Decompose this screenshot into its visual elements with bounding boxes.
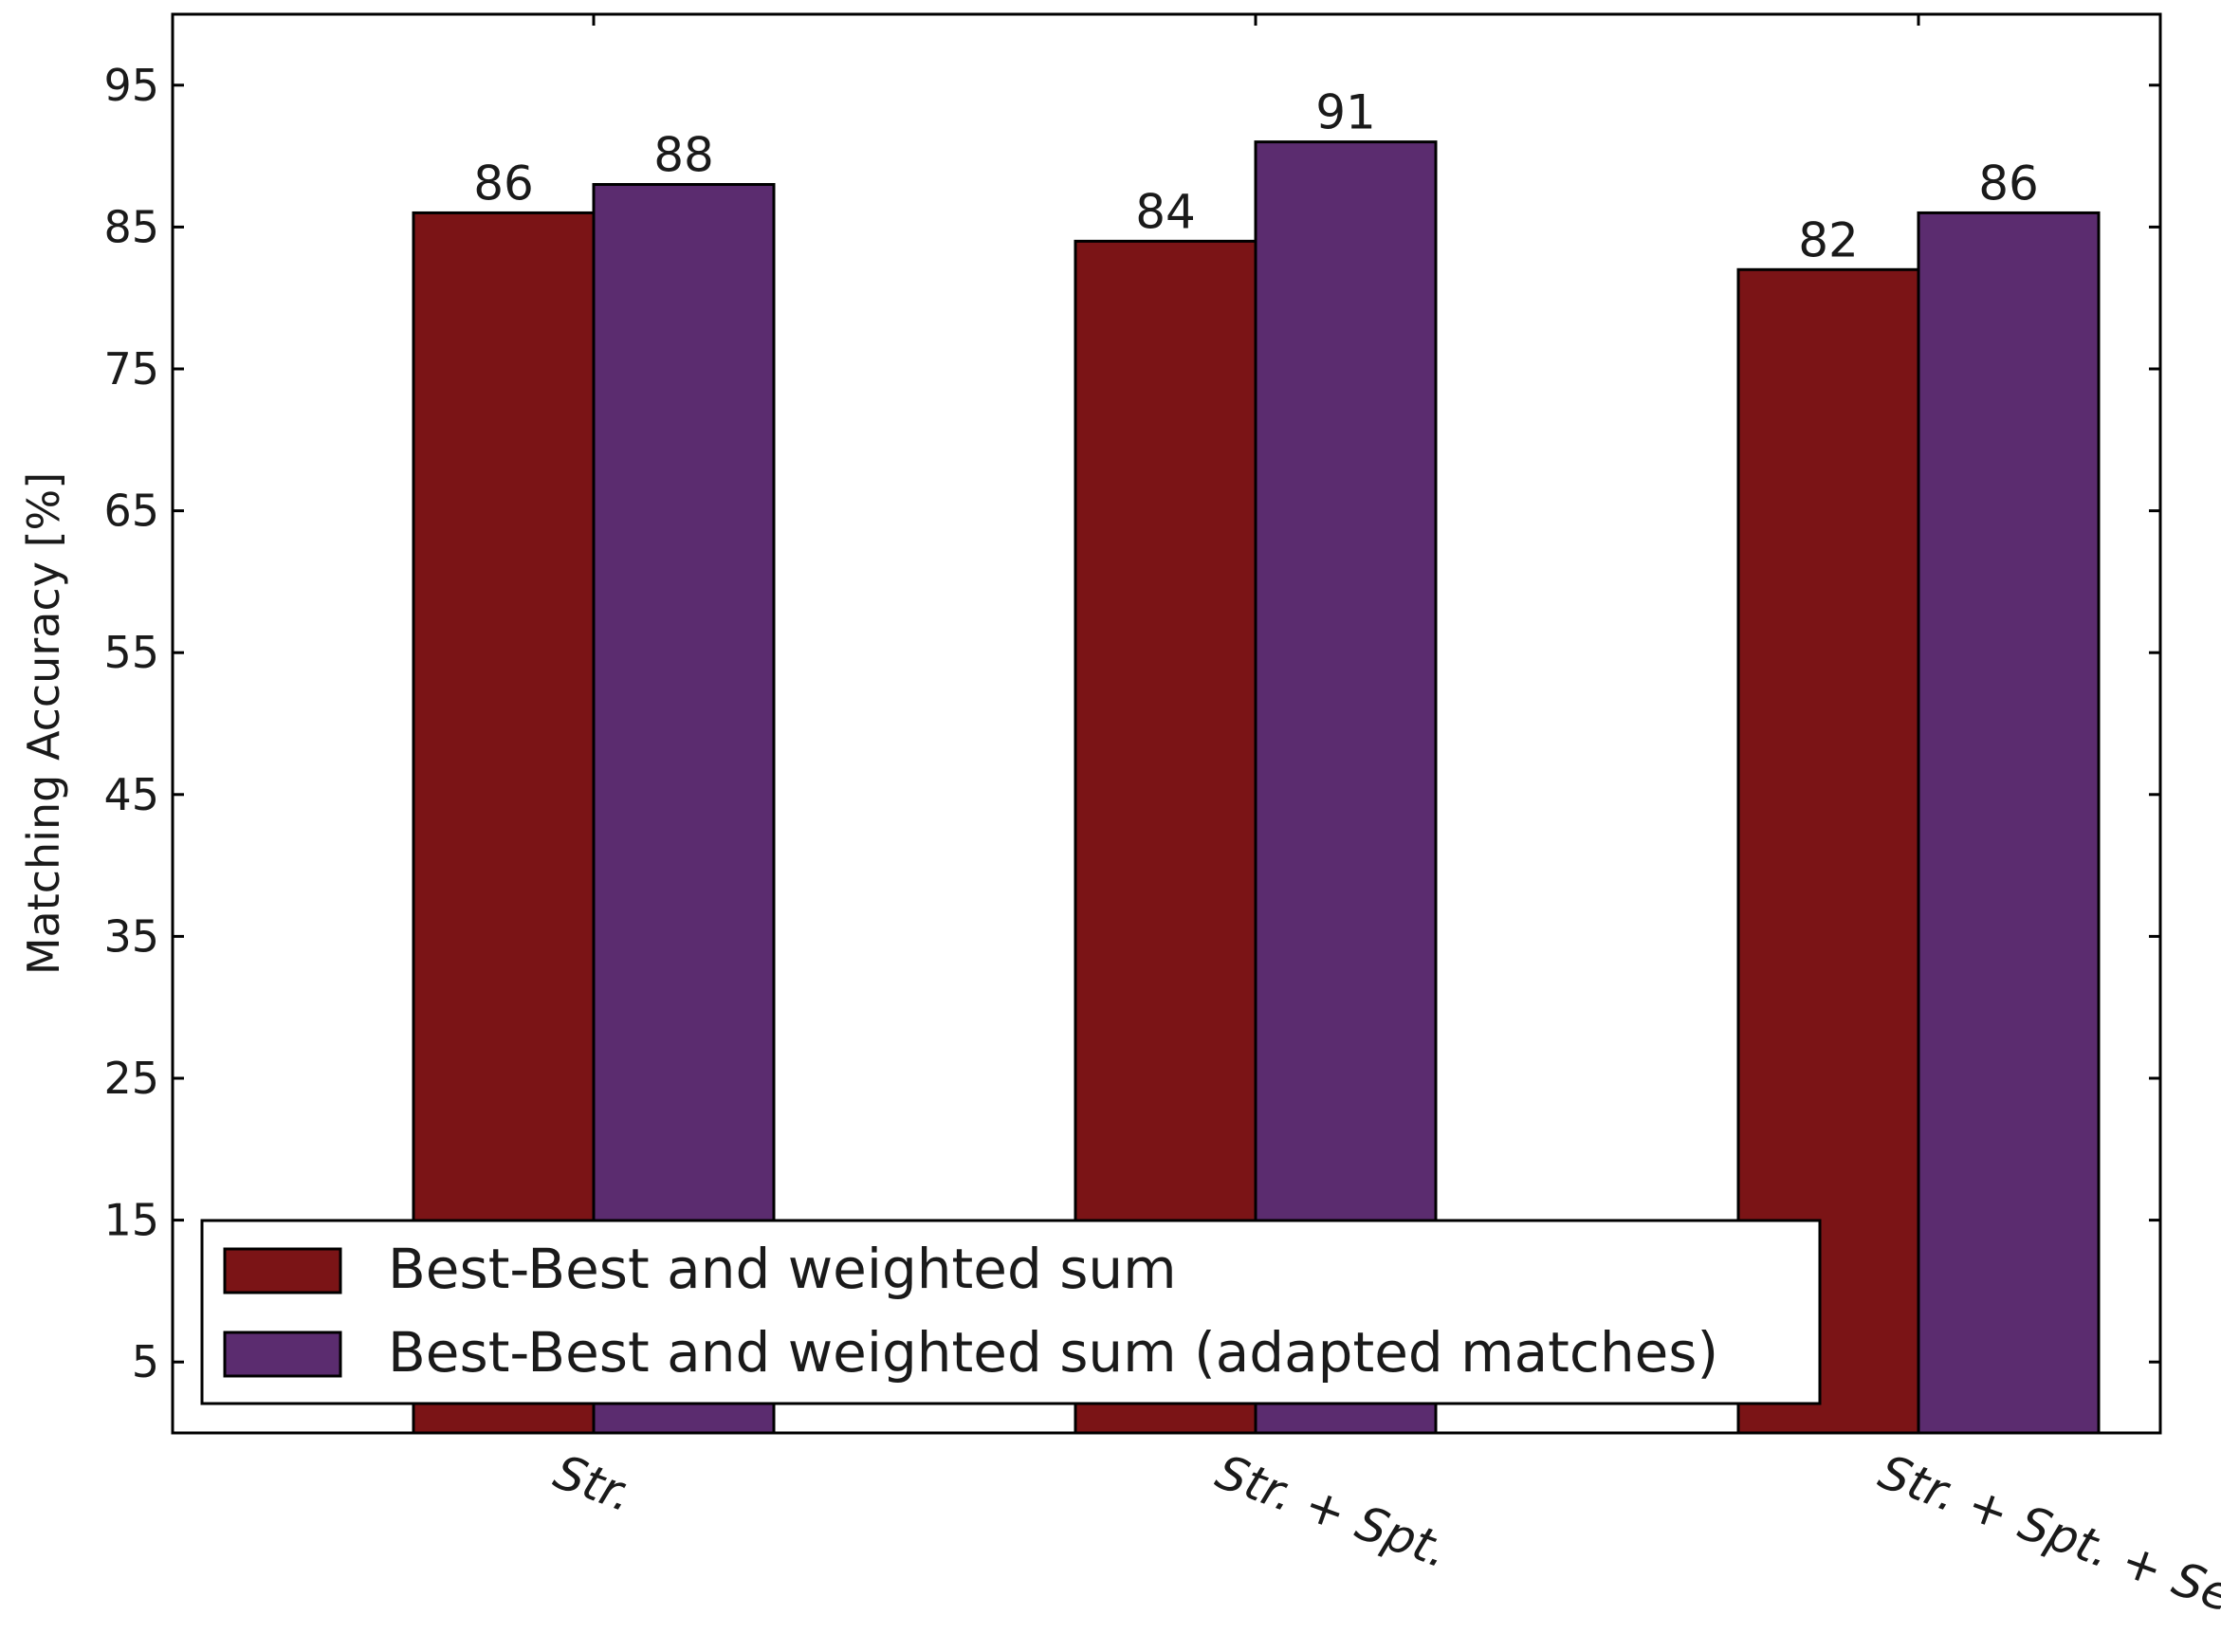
bar-2-1 [1917, 211, 2101, 1435]
x-tick-label: Str. + Spt. + Sem. [1872, 1444, 2221, 1644]
legend-swatch [223, 1247, 342, 1294]
y-tick-labels: 5 15 25 35 45 55 65 75 85 95 [103, 60, 159, 1387]
legend-label: Best-Best and weighted sum [388, 1237, 1177, 1301]
bar-value-label: 86 [1978, 156, 2039, 211]
y-tick-label: 45 [103, 769, 159, 820]
y-tick-label: 85 [103, 201, 159, 252]
bar-1-1 [1254, 140, 1438, 1435]
bar-value-label: 91 [1315, 85, 1376, 140]
y-tick-label: 25 [103, 1053, 159, 1104]
y-axis-label: Matching Accuracy [%] [18, 472, 69, 975]
y-tick-label: 55 [103, 627, 159, 678]
legend-label: Best-Best and weighted sum (adapted matc… [388, 1320, 1718, 1385]
bar-value-label: 82 [1798, 212, 1859, 267]
legend-box [200, 1219, 1822, 1405]
y-tick-label: 5 [132, 1336, 159, 1387]
bar-value-label: 88 [653, 128, 714, 183]
x-tick-label: Str. + Spt. [1209, 1444, 1456, 1579]
plot-frame [171, 12, 2162, 1435]
x-tick-labels: Str. Str. + Spt. Str. + Spt. + Sem. [547, 1444, 2221, 1644]
bar-value-label: 86 [473, 156, 534, 211]
legend: Best-Best and weighted sum Best-Best and … [200, 1219, 1822, 1405]
y-tick-label: 35 [103, 910, 159, 962]
y-tick-label: 95 [103, 60, 159, 111]
axis-ticks [173, 14, 2160, 1433]
x-tick-label: Str. [547, 1444, 640, 1523]
bar-value-labels: 86 88 84 91 82 86 [473, 85, 2039, 268]
y-tick-label: 15 [103, 1195, 159, 1246]
y-tick-label: 65 [103, 486, 159, 537]
y-tick-label: 75 [103, 343, 159, 395]
legend-swatch [223, 1331, 342, 1378]
bar-value-label: 84 [1135, 184, 1196, 239]
